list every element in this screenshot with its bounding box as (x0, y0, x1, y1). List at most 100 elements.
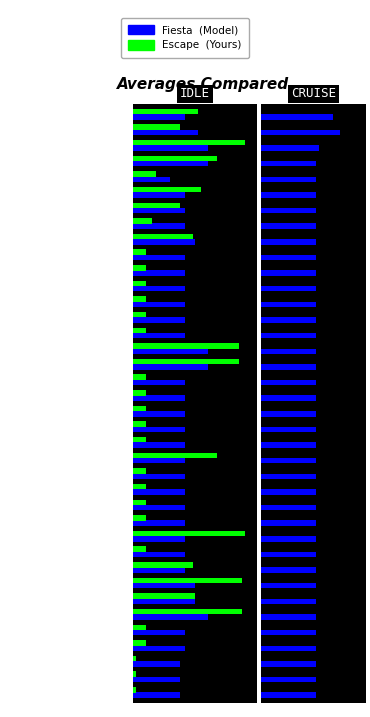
Text: CRUISE: CRUISE (291, 87, 336, 100)
Bar (261, 473, 316, 479)
Legend: Fiesta  (Model), Escape  (Yours): Fiesta (Model), Escape (Yours) (121, 17, 249, 58)
Bar (133, 374, 146, 380)
Bar (133, 578, 242, 583)
Bar (133, 661, 180, 667)
Bar (133, 302, 185, 307)
Bar (261, 536, 316, 541)
Bar (133, 411, 185, 417)
Bar (133, 161, 208, 166)
Bar (133, 656, 136, 661)
Bar (133, 250, 146, 255)
Bar (261, 270, 316, 276)
Bar (133, 531, 245, 536)
Bar (261, 302, 316, 307)
Bar (261, 645, 316, 651)
Text: IDLE: IDLE (180, 87, 210, 100)
Bar (133, 552, 185, 557)
Bar (133, 640, 146, 646)
Bar (133, 505, 185, 511)
Bar (133, 171, 155, 176)
Bar (133, 358, 239, 364)
Text: Averages Compared: Averages Compared (117, 77, 290, 92)
Bar (261, 599, 316, 604)
Bar (261, 411, 316, 417)
Bar (261, 677, 316, 683)
Bar (261, 317, 316, 323)
Bar (261, 348, 316, 354)
Bar (133, 192, 185, 198)
Bar (133, 333, 185, 338)
Bar (261, 114, 333, 120)
Bar (133, 583, 195, 589)
Bar (261, 427, 316, 432)
Bar (261, 567, 316, 573)
Bar (133, 296, 146, 302)
Bar (133, 130, 198, 135)
Bar (133, 452, 218, 458)
Bar (133, 239, 195, 244)
Bar (133, 625, 146, 630)
Bar (261, 239, 316, 244)
Bar (133, 348, 208, 354)
Bar (261, 333, 316, 338)
Bar (261, 192, 316, 198)
Bar (133, 567, 185, 573)
Bar (261, 364, 316, 370)
Bar (133, 593, 195, 599)
Bar (133, 422, 146, 427)
Bar (133, 176, 170, 182)
Bar (133, 458, 185, 463)
Bar (133, 630, 185, 635)
Bar (133, 265, 146, 270)
Bar (133, 546, 146, 552)
Bar (133, 442, 185, 448)
Bar (133, 693, 180, 698)
Bar (261, 489, 316, 495)
Bar (133, 286, 185, 292)
Bar (261, 286, 316, 292)
Bar (261, 442, 316, 448)
Bar (133, 187, 201, 192)
Bar (261, 521, 316, 526)
Bar (261, 693, 316, 698)
Bar (133, 515, 146, 521)
Bar (261, 380, 316, 385)
Bar (261, 614, 316, 619)
Bar (261, 161, 316, 166)
Bar (133, 614, 208, 619)
Bar (133, 380, 185, 385)
Bar (261, 146, 319, 151)
Bar (133, 562, 193, 568)
Bar (133, 124, 180, 130)
Bar (261, 176, 316, 182)
Bar (133, 489, 185, 495)
Bar (133, 140, 245, 146)
Bar (133, 395, 185, 401)
Bar (133, 218, 152, 224)
Bar (133, 536, 185, 541)
Bar (133, 500, 146, 505)
Bar (133, 255, 185, 260)
Bar (133, 114, 185, 120)
Bar (133, 317, 185, 323)
Bar (133, 328, 146, 333)
Bar (261, 630, 316, 635)
Bar (133, 437, 146, 442)
Bar (133, 312, 146, 318)
Bar (133, 473, 185, 479)
Bar (133, 109, 198, 114)
Bar (261, 505, 316, 511)
Bar (133, 364, 208, 370)
Bar (133, 390, 146, 396)
Bar (133, 343, 239, 348)
Bar (261, 552, 316, 557)
Bar (133, 280, 146, 286)
Bar (133, 468, 146, 474)
Bar (261, 458, 316, 463)
Bar (261, 661, 316, 667)
Bar (261, 583, 316, 589)
Bar (133, 156, 218, 161)
Bar (133, 599, 195, 604)
Bar (261, 130, 340, 135)
Bar (133, 484, 146, 490)
